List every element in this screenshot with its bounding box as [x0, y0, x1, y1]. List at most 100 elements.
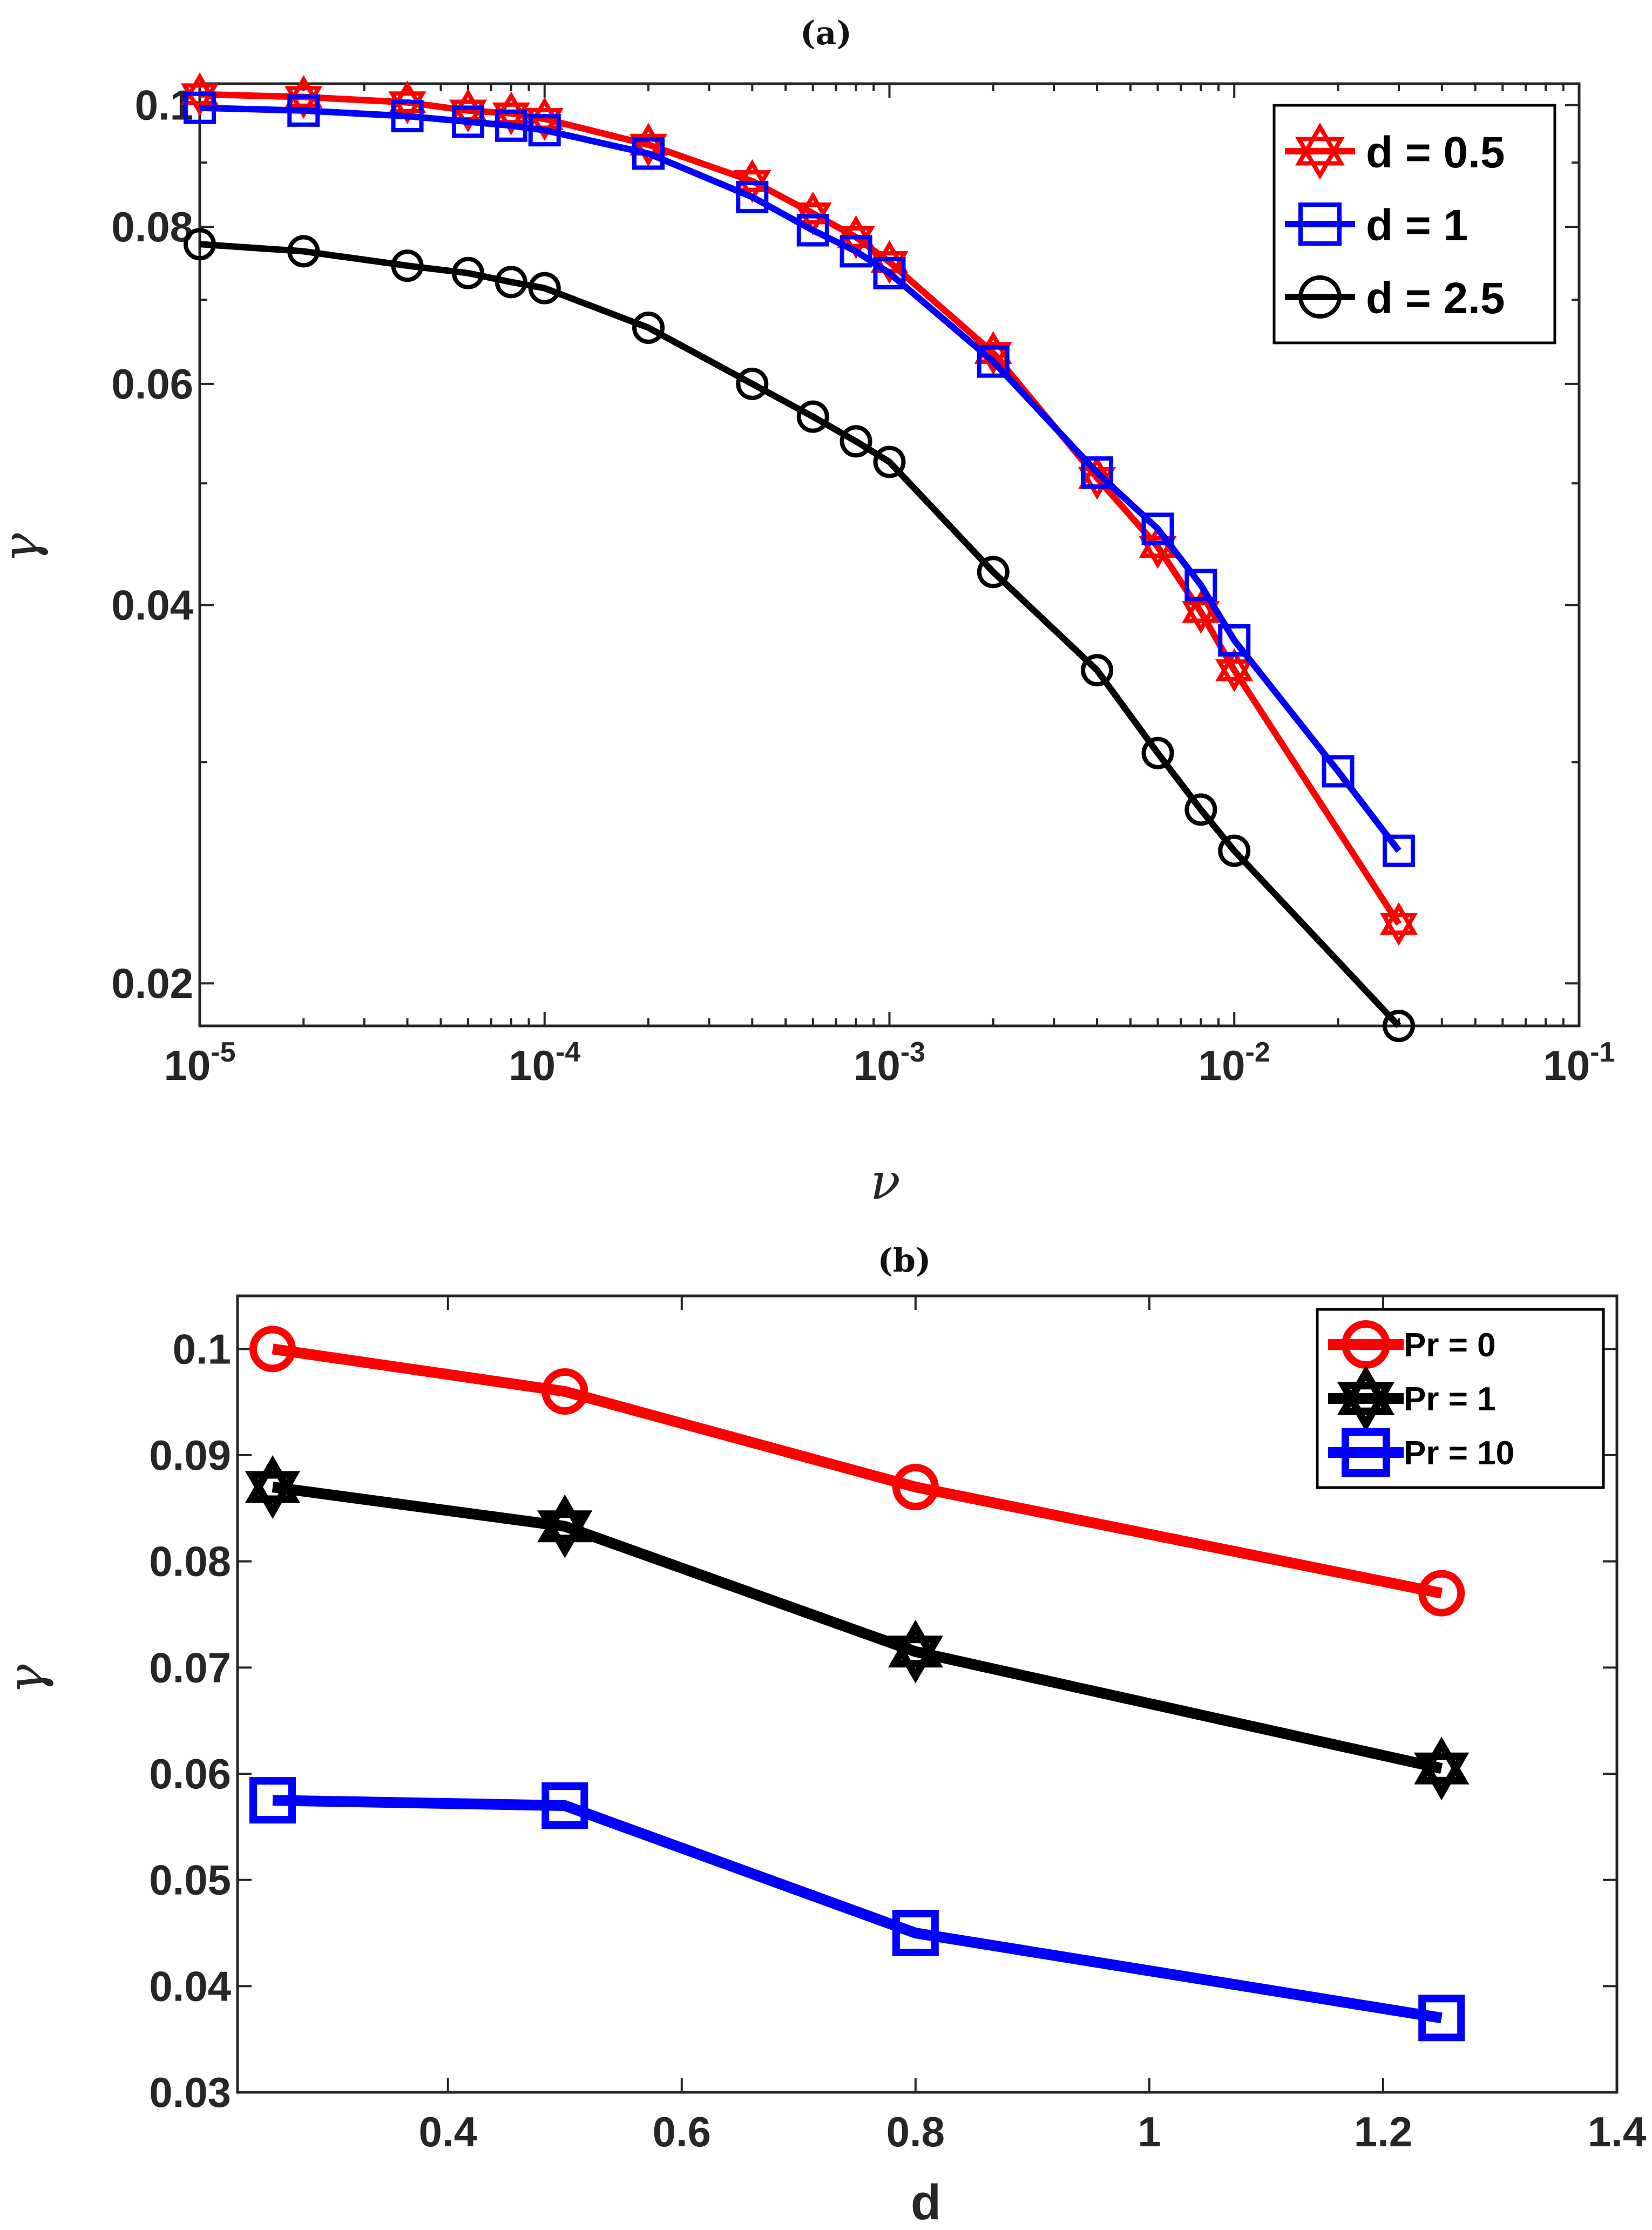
- data-point: [184, 91, 216, 124]
- series-pr-1: [245, 1455, 1470, 1801]
- panel-a-plot-area: 10-5 10-4 10-3 10-2 10-10.020.040.060.080.1d…: [111, 72, 1615, 1089]
- legend-label: Pr = 1: [1404, 1381, 1496, 1418]
- x-tick-label: 1.2: [1354, 2108, 1412, 2155]
- data-point: [1383, 1010, 1416, 1042]
- data-point: [1184, 569, 1217, 602]
- legend: Pr = 0 Pr = 1 Pr = 10: [1316, 1308, 1605, 1489]
- data-point: [245, 1455, 301, 1519]
- data-point: [1182, 590, 1220, 634]
- data-point: [736, 180, 769, 213]
- legend-item-d-1: d = 1: [1285, 201, 1468, 250]
- data-point: [839, 425, 872, 458]
- legend-marker: [1298, 275, 1342, 319]
- x-tick-label: 0.8: [886, 2108, 945, 2155]
- panel-b: (b) 0.4 0.6 0.8 1 1.2 1.4 0.03 0.04 0.05 0.06 0.07…: [0, 1242, 1646, 2230]
- data-point: [977, 345, 1010, 378]
- data-point: [1081, 654, 1114, 687]
- data-point: [873, 445, 906, 478]
- panel-a-ylabel: γ: [0, 532, 50, 563]
- x-tick-label: 10-1: [1543, 1037, 1615, 1089]
- data-point: [541, 1368, 588, 1415]
- legend-label: d = 0.5: [1366, 128, 1505, 177]
- data-point: [388, 80, 426, 125]
- legend-marker: [1295, 123, 1345, 180]
- data-point: [391, 249, 424, 282]
- legend-label: Pr = 0: [1404, 1327, 1496, 1364]
- y-tick-label: 0.07: [149, 1644, 231, 1691]
- x-tick-label: 0.4: [419, 2108, 477, 2155]
- panel-b-ylabel: γ: [0, 1664, 55, 1694]
- legend-label: Pr = 10: [1404, 1435, 1514, 1472]
- data-point: [452, 105, 485, 138]
- y-tick-label: 0.09: [149, 1431, 231, 1479]
- legend-item-pr-10: Pr = 10: [1328, 1428, 1514, 1477]
- data-point: [452, 256, 485, 289]
- data-point: [537, 1494, 593, 1558]
- data-point: [1414, 1736, 1470, 1801]
- legend-marker: [1298, 202, 1342, 246]
- data-point: [1141, 736, 1174, 769]
- panel-a-label: (a): [800, 15, 852, 52]
- data-point: [1218, 624, 1251, 657]
- series-line: [272, 1795, 1443, 2024]
- y-tick-label: 0.06: [111, 360, 193, 408]
- legend-marker: [1337, 1365, 1395, 1432]
- series-line: [199, 241, 1402, 1029]
- data-point: [892, 1464, 939, 1510]
- data-point: [1379, 902, 1418, 946]
- data-point: [495, 109, 527, 142]
- x-tick-label: 10-4: [509, 1037, 580, 1089]
- series-d-1: [184, 91, 1416, 867]
- data-point: [1383, 834, 1416, 867]
- legend-label: d = 2.5: [1366, 274, 1505, 323]
- x-tick-label: 10-2: [1199, 1037, 1270, 1089]
- data-point: [837, 215, 875, 259]
- panel-a: (a) 10-5 10-4 10-3 10-2 10-1 0.02 0.04 0.06 0.08…: [0, 15, 1615, 1211]
- legend-item-d-2-5: d = 2.5: [1285, 274, 1505, 323]
- data-point: [892, 1910, 939, 1956]
- legend: d = 0.5 d = 1 d = 2.5: [1272, 104, 1556, 344]
- data-point: [1418, 1995, 1465, 2042]
- x-tick-label: 0.6: [653, 2108, 711, 2155]
- data-point: [888, 1619, 943, 1684]
- data-point: [733, 159, 771, 203]
- data-point: [1215, 648, 1254, 692]
- data-point: [632, 137, 665, 170]
- data-point: [287, 94, 320, 127]
- data-point: [1322, 755, 1355, 788]
- y-tick-label: 0.05: [149, 1856, 231, 1904]
- data-point: [541, 1782, 588, 1829]
- data-point: [1418, 1570, 1465, 1617]
- data-point: [287, 235, 320, 268]
- data-point: [285, 75, 323, 119]
- legend-item-pr-0: Pr = 0: [1328, 1320, 1496, 1369]
- data-point: [1141, 512, 1174, 545]
- x-tick-label: 1: [1138, 2108, 1161, 2155]
- panel-b-xlabel: d: [911, 2175, 941, 2230]
- data-point: [391, 100, 424, 133]
- data-point: [1218, 834, 1251, 867]
- series-d-2-5: [184, 228, 1416, 1042]
- data-point: [1184, 793, 1217, 826]
- data-point: [839, 235, 872, 268]
- y-tick-label: 0.1: [173, 1325, 231, 1373]
- data-point: [873, 256, 906, 289]
- legend-item-d-0-5: d = 0.5: [1285, 123, 1505, 180]
- series-pr-0: [249, 1326, 1465, 1617]
- y-tick-label: 0.08: [111, 203, 193, 251]
- data-point: [736, 367, 769, 400]
- series-pr-10: [249, 1777, 1465, 2042]
- x-tick-label: 10-5: [164, 1037, 235, 1089]
- y-tick-label: 0.06: [149, 1750, 231, 1797]
- data-point: [796, 400, 829, 433]
- data-point: [796, 214, 829, 247]
- y-tick-label: 0.04: [111, 582, 193, 629]
- y-tick-label: 0.08: [149, 1538, 231, 1585]
- data-point: [495, 266, 527, 299]
- data-point: [528, 114, 561, 147]
- data-point: [977, 556, 1010, 589]
- series-line: [199, 91, 1402, 926]
- legend-marker: [1342, 1320, 1390, 1369]
- legend-item-pr-1: Pr = 1: [1328, 1365, 1496, 1432]
